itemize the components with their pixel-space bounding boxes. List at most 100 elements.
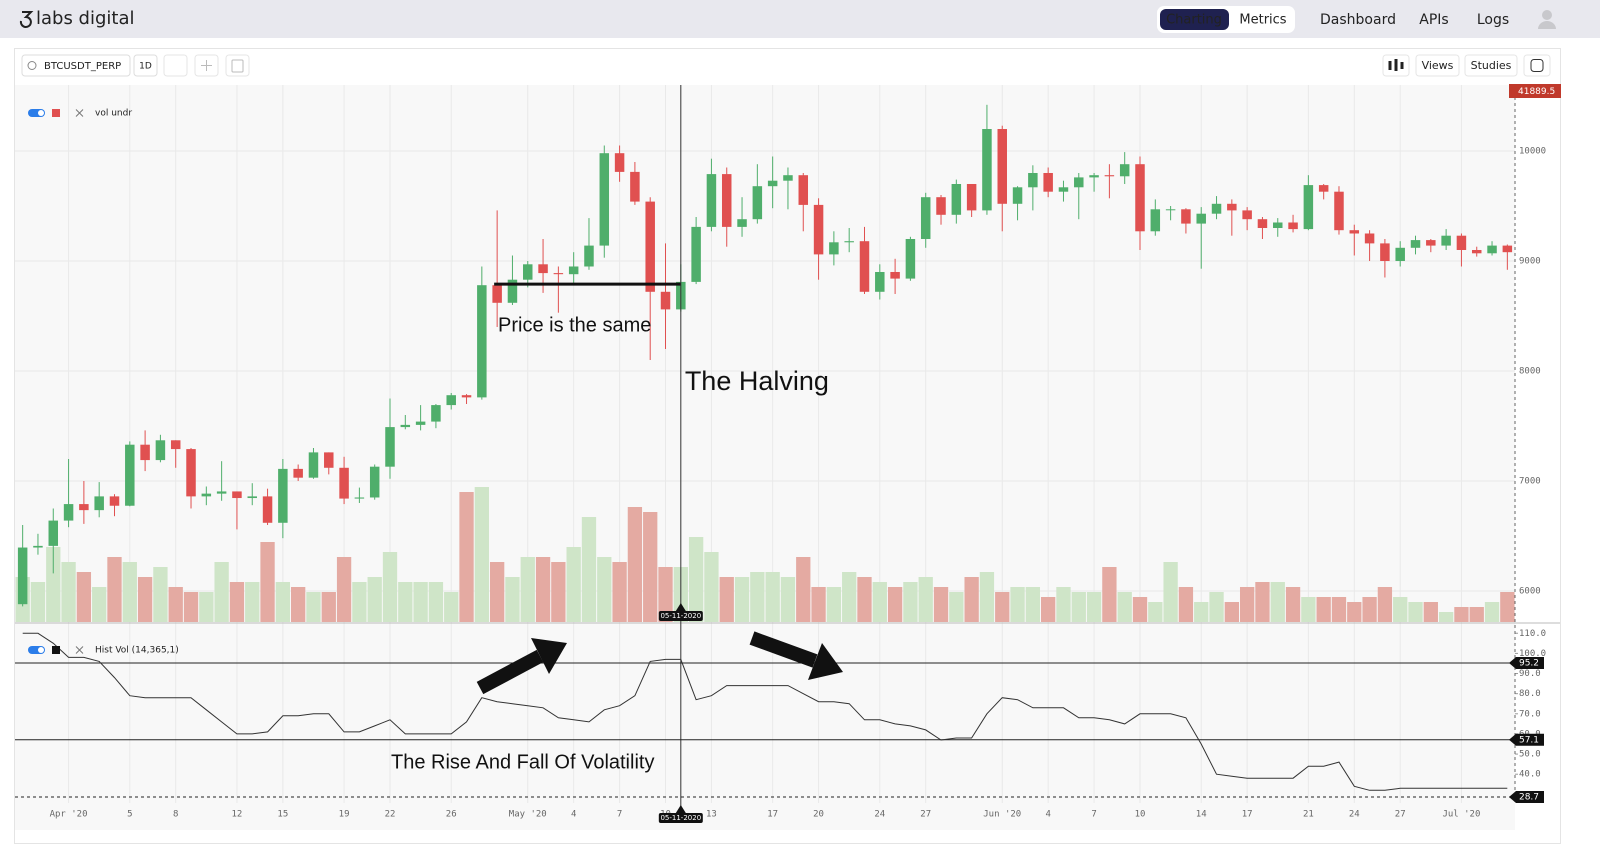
y-tick-label: 50.0 [1519,750,1541,760]
volume-bar [842,572,857,622]
volume-bar [1194,602,1209,622]
arrow [476,649,544,695]
candle-body [1196,213,1206,224]
x-tick-label: 7 [617,810,622,820]
volume-bar [1102,567,1117,622]
candle-body [461,395,472,398]
volume-bar [474,487,489,622]
volume-bar [1377,587,1393,622]
level-label: 57.1 [1519,735,1539,745]
candle-body [1318,185,1329,192]
candle-body [568,266,579,275]
volume-bar [658,567,673,622]
volume-bar [1132,597,1148,622]
candle-body [783,175,793,181]
close-icon[interactable] [75,109,84,117]
candle-body [369,466,380,498]
volume-bar [505,577,520,622]
x-tick-label: 14 [1196,810,1207,820]
volume-bar [704,552,719,622]
edit-button[interactable] [163,54,188,77]
volume-bar [872,582,887,622]
x-tick-label: 17 [767,810,778,820]
volume-bar [903,582,918,622]
crosshair-label: 05-11-2020 [660,612,701,620]
candle-body [186,449,196,497]
volume-bar [214,562,229,622]
candle-body [767,180,778,187]
volume-bar [291,587,306,622]
candle-body [630,171,640,202]
button-label: Views [1422,59,1454,72]
volume-bar [352,582,367,622]
symbol-search[interactable] [21,54,131,77]
volume-bar [1347,602,1362,622]
level-tag [1509,790,1544,803]
clipboard-button[interactable] [225,54,250,77]
volume-bar [260,542,275,622]
x-tick-label: 19 [339,810,350,820]
volume-bar [382,552,398,622]
volume-bar [168,587,183,622]
settings-button[interactable] [1523,54,1551,77]
nav-link[interactable]: APIs [1419,12,1448,28]
y-tick-label: 9000 [1519,256,1541,266]
level-tag [1509,657,1544,670]
legend-swatch [52,109,60,117]
volume-bar [92,587,107,622]
y-tick-label: 7000 [1519,476,1541,486]
candle-body [109,496,120,506]
tab[interactable]: Metrics [1239,13,1286,28]
candle-body [446,395,456,406]
candle-body [201,493,212,497]
candle-body [1012,187,1023,204]
volume-bar [1255,582,1270,622]
volume-bar [398,582,413,622]
candle-body [1487,245,1497,254]
volume-bar [1071,592,1086,622]
tab[interactable]: Charting [1166,13,1222,28]
volume-bar [933,587,949,622]
volume-bar [887,587,903,622]
candle-body [706,174,717,227]
x-tick-label: 22 [385,810,396,820]
volume-bar [520,557,535,622]
volume-bar [1025,587,1041,622]
studies-button[interactable] [1464,54,1518,77]
candle-body [798,175,809,205]
interval-button[interactable] [133,54,158,77]
close-icon[interactable] [75,646,84,654]
plus-icon [201,60,212,71]
toggle-knob [38,110,44,116]
volume-bar [566,547,581,622]
candle-body [721,174,732,227]
volume-bar [107,557,122,622]
y-tick-label: 10000 [1519,146,1546,156]
nav-link[interactable]: Dashboard [1320,12,1396,28]
volume-bar [444,592,459,622]
candle-body [1211,203,1222,214]
x-tick-label: 4 [1045,810,1050,820]
views-button[interactable] [1415,54,1460,77]
volume-bar [1010,587,1025,622]
candle-body [614,153,625,172]
volume-bar [995,592,1010,622]
candle-body [905,238,916,279]
price-tag [1509,84,1561,98]
last-price: 41889.5 [1518,87,1555,97]
volume-bar [918,577,933,622]
x-tick-label: 8 [173,810,178,820]
nav-link[interactable]: Logs [1477,12,1509,28]
volume-bar [459,492,474,622]
volume-bar [1239,587,1255,622]
candle-body [1135,164,1145,232]
candle-body [1426,240,1436,246]
chart-layer: Apr '20 5 8 12 15 19 22 26 May '20 4 7 10 13 17 20 24 27… [15,84,1561,823]
candle-body [645,201,655,292]
volume-bar [199,592,214,622]
volume-bar [1438,612,1454,622]
chart-type-icon [1388,59,1404,71]
avatar[interactable] [1538,10,1556,29]
candle-body [1227,203,1237,211]
candle-body [1471,249,1482,254]
